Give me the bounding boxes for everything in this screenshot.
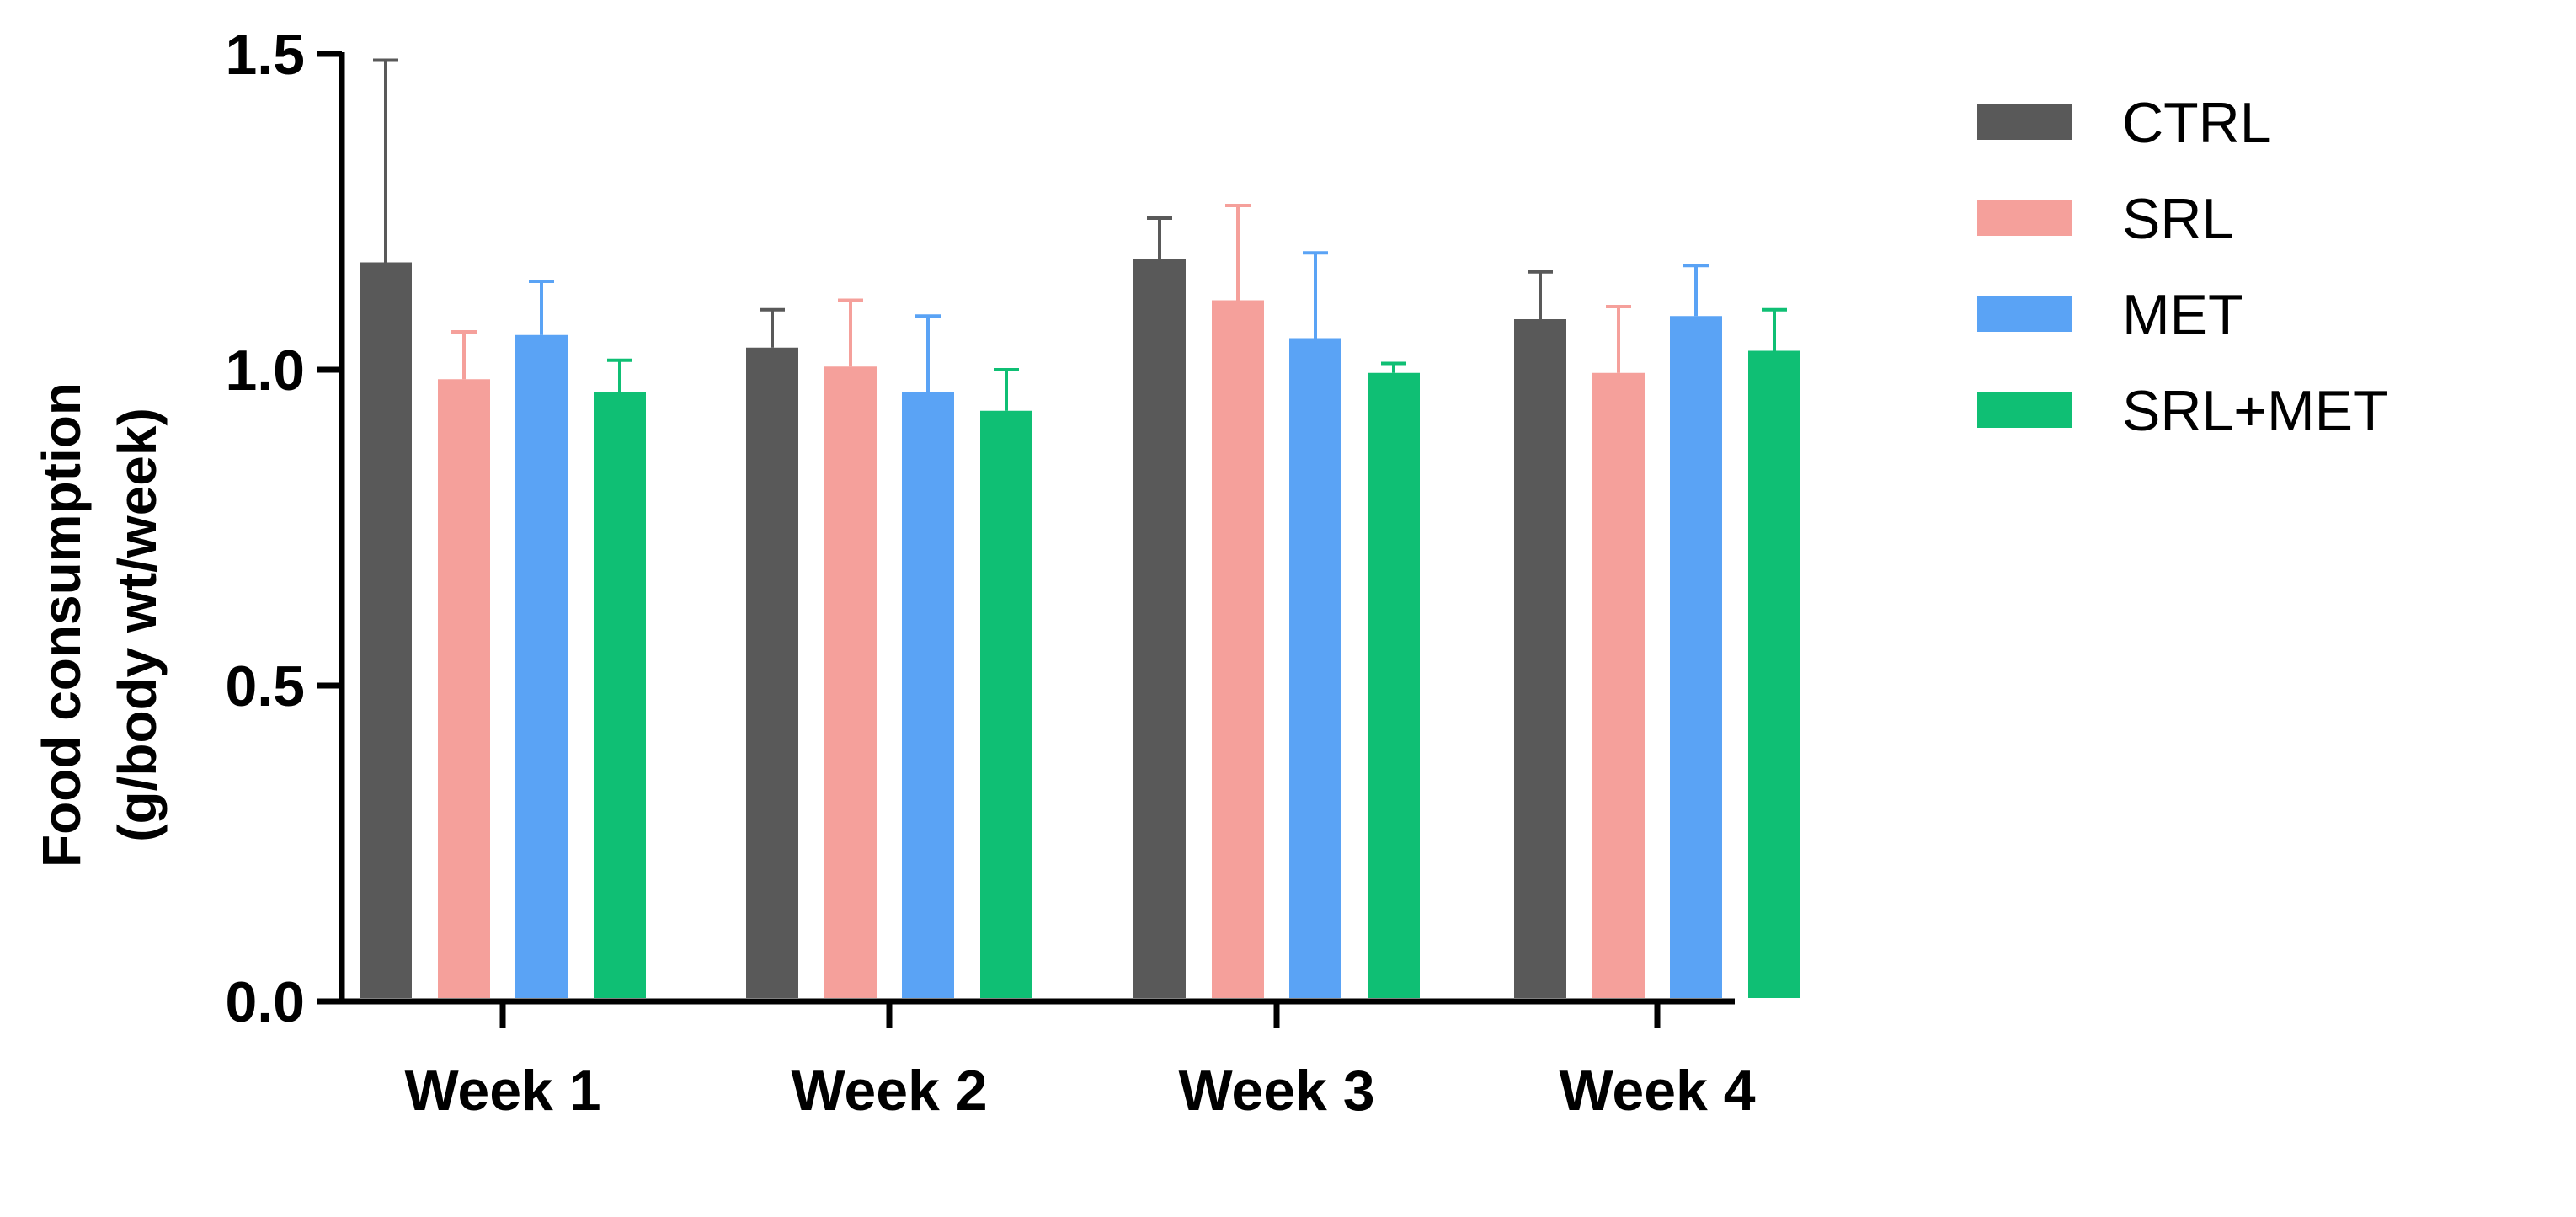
- legend-item: CTRL: [1977, 91, 2272, 155]
- y-axis-label-line2: (g/body wt/week): [107, 408, 168, 842]
- legend-label: SRL+MET: [2122, 379, 2388, 443]
- legend-item: MET: [1977, 283, 2243, 347]
- legend-swatch: [1977, 104, 2072, 140]
- bar-srl: [438, 379, 490, 998]
- bar-ctrl: [1514, 319, 1566, 998]
- bar-met: [902, 392, 954, 998]
- bar-ctrl: [1133, 259, 1186, 998]
- bar-srl-met: [1368, 372, 1420, 998]
- y-tick-label: 1.5: [225, 23, 305, 87]
- x-tick-label: Week 2: [791, 1059, 987, 1123]
- y-tick-label: 0.0: [225, 970, 305, 1034]
- bar-met: [1289, 338, 1341, 998]
- y-axis-label: Food consumption (g/body wt/week): [31, 382, 168, 867]
- bar-srl: [824, 366, 877, 998]
- bar-srl-met: [980, 410, 1032, 998]
- bar-met: [515, 334, 568, 998]
- legend-label: CTRL: [2122, 91, 2272, 155]
- y-tick-label: 1.0: [225, 339, 305, 403]
- y-axis: 0.0 0.5 1.0 1.5: [225, 23, 345, 1034]
- bar-ctrl: [746, 347, 798, 998]
- bar-ctrl: [360, 262, 412, 998]
- legend-label: SRL: [2122, 187, 2233, 251]
- legend-item: SRL+MET: [1977, 379, 2388, 443]
- legend-item: SRL: [1977, 187, 2233, 251]
- y-axis-label-line1: Food consumption: [31, 382, 92, 867]
- x-tick-label: Week 4: [1559, 1059, 1755, 1123]
- bar-met: [1670, 316, 1722, 998]
- legend-label: MET: [2122, 283, 2243, 347]
- legend-swatch: [1977, 392, 2072, 428]
- bar-srl: [1592, 372, 1645, 998]
- y-tick-label: 0.5: [225, 654, 305, 718]
- x-tick-label: Week 3: [1178, 1059, 1374, 1123]
- x-axis: Week 1 Week 2 Week 3 Week 4: [339, 998, 1756, 1123]
- x-tick-label: Week 1: [404, 1059, 600, 1123]
- bar-srl-met: [1748, 350, 1800, 998]
- bar-srl-met: [594, 392, 646, 998]
- legend-swatch: [1977, 296, 2072, 332]
- legend: CTRL SRL MET SRL+MET: [1977, 91, 2388, 443]
- legend-swatch: [1977, 200, 2072, 236]
- bars-group: [360, 58, 1800, 998]
- bar-srl: [1212, 300, 1264, 998]
